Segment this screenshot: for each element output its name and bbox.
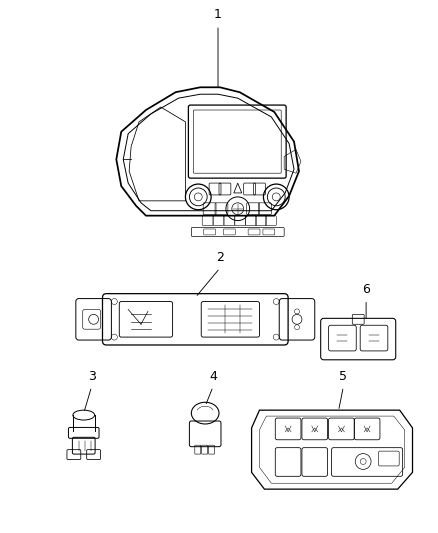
Text: 3: 3 [88,369,95,383]
Text: 2: 2 [216,251,224,264]
Text: 6: 6 [362,282,370,296]
Text: 1: 1 [214,8,222,21]
Text: 5: 5 [339,369,347,383]
Text: 4: 4 [209,369,217,383]
